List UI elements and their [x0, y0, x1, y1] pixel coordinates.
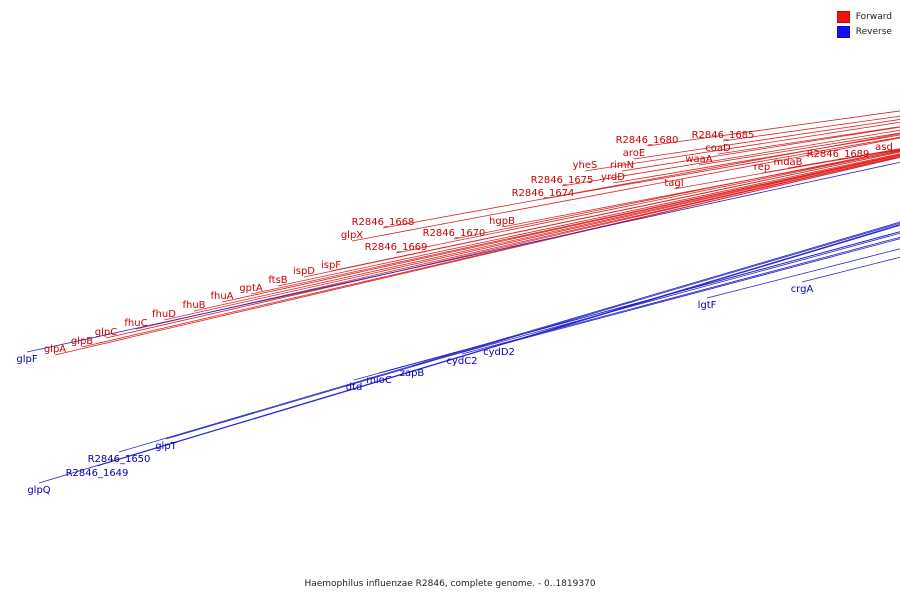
leader-line	[633, 119, 900, 160]
gene-label-ftsB[interactable]: ftsB	[268, 275, 287, 286]
gene-label-mdaB[interactable]: mdaB	[773, 157, 802, 168]
leader-line	[621, 126, 900, 172]
legend-forward-label: Forward	[855, 11, 892, 22]
leader-line	[542, 136, 900, 200]
gene-label-asd[interactable]: asd	[875, 142, 893, 153]
legend-forward: Forward	[836, 9, 892, 24]
reverse-swatch	[836, 25, 850, 38]
legend-reverse: Reverse	[836, 24, 892, 39]
gene-label-glpF[interactable]: glpF	[16, 354, 37, 365]
gene-label-glpQ[interactable]: glpQ	[27, 485, 50, 496]
leader-line	[501, 150, 900, 228]
leader-line	[118, 221, 900, 453]
leader-line	[96, 224, 900, 467]
gene-label-R2846_1670[interactable]: R2846_1670	[423, 228, 486, 239]
gene-label-fhuA[interactable]: fhuA	[210, 291, 233, 302]
gene-label-waaA[interactable]: waaA	[685, 154, 712, 165]
gene-label-hgpB[interactable]: hgpB	[489, 216, 515, 227]
gene-label-R2846_1685[interactable]: R2846_1685	[692, 130, 755, 141]
gene-label-ispF[interactable]: ispF	[321, 260, 341, 271]
leader-line	[221, 154, 900, 303]
leader-line	[698, 132, 900, 166]
leader-line	[395, 150, 900, 254]
gene-label-glpC[interactable]: glpC	[95, 327, 117, 338]
gene-label-tagI[interactable]: tagI	[664, 178, 683, 189]
gene-label-R2846_1680[interactable]: R2846_1680	[616, 135, 679, 146]
gene-label-glpT[interactable]: glpT	[155, 441, 177, 452]
gene-label-glpX[interactable]: glpX	[341, 230, 363, 241]
leader-line	[646, 110, 900, 147]
gene-label-yrdD[interactable]: yrdD	[601, 172, 625, 183]
gene-label-crgA[interactable]: crgA	[791, 284, 814, 295]
gene-label-rimN[interactable]: rimN	[610, 160, 634, 171]
gene-label-R2846_1669[interactable]: R2846_1669	[365, 242, 428, 253]
forward-swatch	[836, 10, 850, 23]
leader-line	[378, 231, 900, 374]
gene-label-cydD2[interactable]: cydD2	[483, 347, 515, 358]
leader-line	[584, 121, 900, 172]
gene-label-glpB[interactable]: glpB	[71, 336, 93, 347]
legend-reverse-label: Reverse	[855, 26, 892, 37]
gene-label-zapB[interactable]: zapB	[400, 368, 425, 379]
leader-line	[81, 156, 900, 348]
gene-label-gptA[interactable]: gptA	[239, 283, 263, 294]
gene-label-R2846_1649[interactable]: R2846_1649	[66, 468, 129, 479]
gene-label-R2846_1674[interactable]: R2846_1674	[512, 188, 575, 199]
leader-line	[38, 224, 900, 484]
leader-line	[353, 231, 900, 381]
leader-line	[351, 137, 900, 242]
gene-label-R2846_1650[interactable]: R2846_1650	[88, 454, 151, 465]
gene-label-R2846_1689[interactable]: R2846_1689	[807, 149, 870, 160]
gene-label-yheS[interactable]: yheS	[573, 160, 598, 171]
leader-line	[461, 236, 900, 355]
gene-label-lgtF[interactable]: lgtF	[698, 300, 717, 311]
gene-label-rep[interactable]: rep	[754, 162, 770, 173]
gene-label-dtd[interactable]: dtd	[346, 382, 363, 393]
label-leaders	[26, 110, 900, 484]
leader-line	[277, 153, 900, 287]
leader-line	[26, 161, 900, 353]
gene-label-R2846_1668[interactable]: R2846_1668	[352, 217, 415, 228]
leader-line	[193, 154, 900, 312]
gene-label-cydC2[interactable]: cydC2	[446, 356, 477, 367]
caption: Haemophilus influenzae R2846, complete g…	[304, 579, 596, 589]
gene-label-coaD[interactable]: coaD	[705, 143, 731, 154]
gene-label-ispD[interactable]: ispD	[293, 266, 315, 277]
leader-line	[250, 154, 900, 295]
leader-line	[453, 149, 900, 240]
leader-line	[165, 222, 900, 440]
leader-line	[561, 129, 900, 187]
gene-label-fhuD[interactable]: fhuD	[152, 309, 176, 320]
gene-label-R2846_1675[interactable]: R2846_1675	[531, 175, 594, 186]
legend: Forward Reverse	[836, 9, 892, 39]
leader-line	[411, 232, 900, 367]
leader-line	[163, 154, 900, 321]
leader-line	[105, 156, 900, 339]
gene-label-fhuB[interactable]: fhuB	[182, 300, 205, 311]
leader-line	[303, 151, 900, 278]
leader-line	[330, 151, 900, 272]
leader-line	[135, 155, 900, 330]
leader-line	[612, 134, 900, 184]
gene-label-glpA[interactable]: glpA	[44, 344, 66, 355]
gene-label-fhuC[interactable]: fhuC	[124, 318, 147, 329]
gene-label-aroE[interactable]: aroE	[623, 148, 645, 159]
leader-line	[498, 238, 900, 346]
leader-line	[706, 248, 900, 299]
leader-line	[382, 133, 900, 229]
gene-label-mioC[interactable]: mioC	[366, 375, 392, 386]
